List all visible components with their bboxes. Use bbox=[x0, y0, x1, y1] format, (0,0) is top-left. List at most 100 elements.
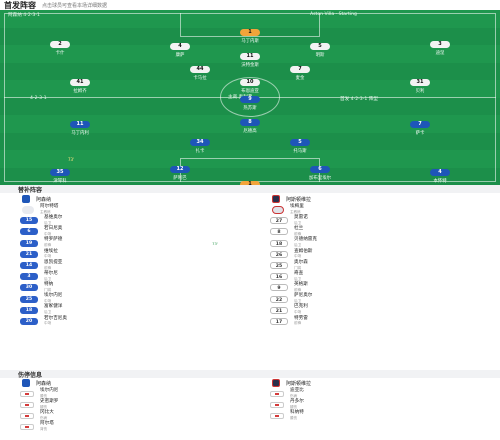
home-player[interactable]: 35 津琴科 73' bbox=[40, 157, 80, 184]
player-name: 布恩迪亚 bbox=[241, 89, 259, 94]
page-subtitle: 点击球员可查看本场详细数据 bbox=[42, 2, 108, 9]
injury-row[interactable]: 迪亚比 伤病 bbox=[250, 388, 500, 399]
away-badge-icon bbox=[272, 195, 280, 203]
home-player[interactable]: 12 萨利巴 bbox=[160, 155, 200, 181]
bench-row[interactable]: 阿尔特塔 主教练 bbox=[0, 204, 250, 215]
injury-icon bbox=[20, 401, 34, 408]
away-player[interactable]: 10 布恩迪亚 bbox=[230, 68, 270, 94]
shirt-number: 17 bbox=[270, 317, 288, 325]
home-player[interactable]: 8 厄德高 bbox=[230, 108, 270, 134]
injury-reason: 腿伤 bbox=[40, 404, 48, 409]
bench-row[interactable]: 21 巴克利 中场 bbox=[250, 305, 500, 316]
bench-row[interactable]: 27 莫雷诺 后卫 bbox=[250, 215, 500, 226]
shirt-number: 3 bbox=[20, 273, 38, 281]
away-player[interactable]: 7 麦金 bbox=[280, 55, 320, 81]
bench-player-name: 英格斯 bbox=[294, 282, 308, 288]
player-name: 厄德高 bbox=[243, 129, 257, 134]
injured-player-name: 史密斯罗 bbox=[40, 398, 59, 404]
away-player[interactable]: 1 马丁内斯 bbox=[230, 18, 270, 44]
shirt-number: 27 bbox=[270, 217, 288, 225]
injury-icon bbox=[20, 412, 34, 419]
away-player[interactable]: 44 卡马拉 bbox=[180, 55, 220, 81]
bench-row[interactable]: 19 特罗萨德 前锋 73' bbox=[0, 238, 250, 249]
bench-row[interactable]: 18 贝德纳雷克 后卫 bbox=[250, 238, 500, 249]
away-player[interactable]: 5 明斯 bbox=[300, 32, 340, 58]
home-player[interactable]: 11 马丁内利 bbox=[60, 110, 100, 136]
home-player[interactable]: 34 扎卡 bbox=[180, 128, 220, 154]
home-player[interactable]: 9 热苏斯 bbox=[230, 85, 270, 111]
away-player[interactable]: 2 卡什 bbox=[40, 30, 80, 56]
sub-in-time: 73' bbox=[212, 240, 218, 246]
player-number: 31 bbox=[410, 79, 430, 86]
bench-row[interactable]: 9 英格斯 前锋 bbox=[250, 282, 500, 293]
away-player[interactable]: 4 康萨 bbox=[160, 32, 200, 58]
injury-row[interactable]: 阿尔塔 背伤 bbox=[0, 421, 250, 432]
injury-row[interactable]: 丹多尔 腿伤 bbox=[250, 399, 500, 410]
bench-player-role: 前锋 bbox=[44, 265, 52, 270]
away-injury-team: 阿斯顿维拉 bbox=[250, 378, 500, 388]
player-name: 热苏斯 bbox=[243, 106, 257, 111]
home-player[interactable]: 5 托马斯 bbox=[280, 128, 320, 154]
player-number: 10 bbox=[240, 79, 260, 86]
shirt-number: 18 bbox=[270, 239, 288, 247]
bench-row[interactable]: 14 恩凯提亚 前锋 bbox=[0, 260, 250, 271]
player-number: 2 bbox=[50, 41, 70, 48]
pitch-stripe bbox=[0, 10, 500, 28]
home-player[interactable]: 4 本怀特 bbox=[420, 158, 460, 184]
bench-player-name: 维埃拉 bbox=[44, 248, 58, 254]
home-team-label: 阿森纳 4-2-3-1 bbox=[8, 13, 40, 18]
bench-row[interactable]: 20 若尔吉尼奥 中场 bbox=[0, 316, 250, 327]
bench-player-name: 萨尼奥尔 bbox=[294, 293, 313, 299]
bench-row[interactable]: 21 维埃拉 中场 bbox=[0, 249, 250, 260]
player-name: 沃特金斯 bbox=[241, 63, 259, 68]
injured-player-name: 迪亚比 bbox=[290, 387, 304, 393]
bench-row[interactable]: 15 基维奥尔 后卫 bbox=[0, 215, 250, 226]
bench-row[interactable]: 22 萨尼奥尔 后卫 bbox=[250, 293, 500, 305]
bench-row[interactable]: 16 奇查 后卫 bbox=[250, 271, 500, 282]
injury-row[interactable]: 史密斯罗 腿伤 bbox=[0, 399, 250, 410]
player-number: 11 bbox=[70, 121, 90, 128]
bench-row[interactable]: 17 特劳雷 前锋 bbox=[250, 316, 500, 327]
injured-player-name: 埃尔内尼 bbox=[40, 387, 59, 393]
injury-row[interactable]: 冈比大 伤病 bbox=[0, 410, 250, 421]
bench-row[interactable]: 3 蒂尔尼 后卫 bbox=[0, 271, 250, 282]
bench-player-name: 特劳雷 bbox=[294, 315, 308, 321]
bench-player-role: 中场 bbox=[44, 299, 52, 304]
bench-row[interactable]: 6 若日尼奥 中场 bbox=[0, 226, 250, 237]
home-player[interactable]: 7 萨卡 bbox=[400, 110, 440, 136]
bench-player-name: 奥尔森 bbox=[294, 259, 308, 265]
injury-row[interactable]: 科纳特 膝伤 bbox=[250, 410, 500, 421]
away-player[interactable]: 3 迪涅 bbox=[420, 30, 460, 56]
injury-row[interactable]: 埃尔内尼 膝伤 bbox=[0, 388, 250, 399]
home-injury-list: 埃尔内尼 膝伤 史密斯罗 腿伤 冈比大 伤病 阿尔塔 背伤 bbox=[0, 388, 250, 432]
away-team-name: 阿斯顿维拉 bbox=[286, 380, 312, 387]
bench-row[interactable]: 18 富冢健洋 后卫 bbox=[0, 305, 250, 316]
shirt-number: 25 bbox=[270, 262, 288, 270]
away-player[interactable]: 11 沃特金斯 bbox=[230, 42, 270, 68]
bench-row[interactable]: 8 杜兰 前锋 bbox=[250, 226, 500, 237]
bench-player-role: 中场 bbox=[294, 310, 302, 315]
home-player[interactable]: 1拉姆斯代尔 bbox=[230, 170, 270, 185]
home-player[interactable]: 6 加布里埃尔 bbox=[300, 155, 340, 181]
player-name: 贝利 bbox=[415, 89, 425, 94]
away-player[interactable]: 31 贝利 bbox=[400, 68, 440, 94]
bench-player-role: 后卫 bbox=[44, 220, 52, 225]
bench-row[interactable]: 25 埃尔内尼 中场 bbox=[0, 293, 250, 305]
player-name: 卡什 bbox=[55, 51, 65, 56]
bench-row[interactable]: 26 查姆伯斯 中场 bbox=[250, 249, 500, 260]
player-number: 44 bbox=[190, 66, 210, 73]
bench-player-role: 前锋 bbox=[294, 287, 302, 292]
home-bench-team: 阿森纳 bbox=[0, 194, 250, 204]
bench-row[interactable]: 埃梅里 主教练 bbox=[250, 204, 500, 215]
injury-reason: 膝伤 bbox=[290, 415, 298, 420]
bench-row[interactable]: 30 特纳 门将 bbox=[0, 282, 250, 293]
away-player[interactable]: 41 拉姆齐 bbox=[60, 68, 100, 94]
bench-title: 替补阵容 bbox=[18, 186, 43, 194]
bench-player-name: 恩凯提亚 bbox=[44, 259, 63, 265]
shirt-number: 26 bbox=[270, 250, 288, 258]
bench-player-role: 门将 bbox=[294, 265, 302, 270]
coach-icon bbox=[22, 205, 34, 214]
shirt-number: 6 bbox=[20, 228, 38, 236]
player-name: 萨卡 bbox=[415, 131, 425, 136]
bench-row[interactable]: 25 奥尔森 门将 bbox=[250, 260, 500, 271]
